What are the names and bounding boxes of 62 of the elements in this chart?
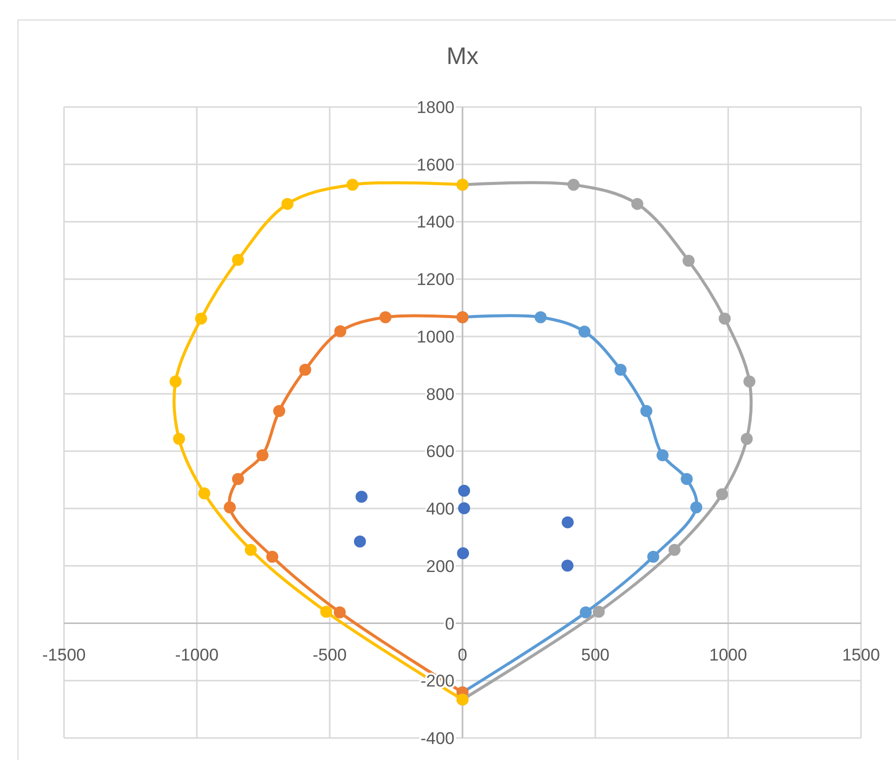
point [682, 254, 695, 267]
point [458, 484, 470, 497]
x-tick-label: 1500 [842, 645, 880, 664]
x-tick-label: 500 [581, 645, 610, 664]
point [244, 544, 257, 556]
point [640, 405, 652, 418]
point [568, 178, 580, 191]
y-tick-label: -400 [420, 729, 454, 748]
point [740, 432, 753, 445]
x-tick-label: -1500 [42, 645, 86, 664]
point [354, 536, 366, 548]
chart-title: Mx [446, 43, 478, 70]
point [578, 326, 590, 338]
point [170, 375, 182, 388]
point [457, 547, 470, 560]
y-tick-label: 600 [426, 442, 454, 462]
point [680, 473, 693, 486]
point [562, 516, 574, 528]
point [668, 544, 680, 556]
y-tick-label: 800 [426, 384, 454, 404]
point [232, 254, 244, 266]
point [346, 178, 359, 191]
y-tick-label: 400 [426, 500, 454, 519]
x-tick-label: -500 [312, 645, 347, 664]
point [614, 364, 627, 376]
point [656, 449, 669, 462]
point [195, 312, 208, 325]
x-tick-label: 0 [458, 645, 468, 664]
y-tick-label: 0 [445, 614, 454, 634]
y-tick-label: 1400 [416, 212, 454, 232]
point [198, 487, 210, 500]
y-tick-label: 200 [426, 556, 454, 576]
point [458, 502, 470, 514]
x-tick-label: -1000 [175, 645, 219, 664]
point [232, 473, 244, 486]
point [561, 560, 574, 572]
point [690, 501, 702, 514]
point [356, 490, 368, 503]
point [580, 606, 592, 618]
point [334, 606, 346, 618]
y-tick-label: 1600 [416, 155, 454, 174]
y-tick-label: 1200 [416, 270, 454, 290]
x-tick-label: 1000 [709, 645, 748, 664]
point [266, 550, 278, 563]
point [281, 198, 294, 210]
point [631, 198, 644, 210]
y-tick-label: 1800 [416, 98, 454, 117]
point [718, 312, 731, 325]
point [743, 375, 756, 388]
point [224, 501, 236, 514]
point [173, 432, 186, 445]
point [592, 606, 605, 618]
point [299, 364, 312, 376]
point [379, 311, 392, 324]
y-tick-label: 1000 [416, 327, 454, 346]
point [273, 405, 286, 418]
point [647, 550, 660, 563]
point [334, 325, 346, 338]
point [320, 606, 332, 618]
point [534, 311, 547, 324]
point [716, 488, 728, 500]
point [256, 449, 268, 462]
